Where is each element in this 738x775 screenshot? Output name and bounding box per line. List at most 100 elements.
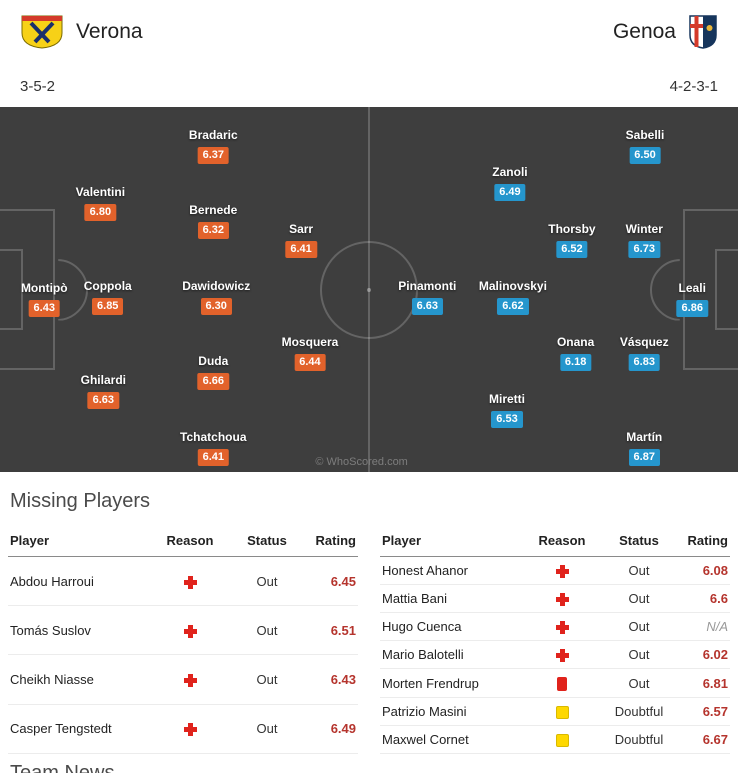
home-team[interactable]: Verona <box>20 14 143 50</box>
rating-cell: 6.02 <box>674 640 730 670</box>
status-cell: Out <box>604 612 674 642</box>
player-rating-badge: 6.18 <box>559 354 592 371</box>
player-home[interactable]: Tchatchoua 6.41 <box>180 429 247 466</box>
col-header-status: Status <box>232 525 302 557</box>
player-home[interactable]: Ghilardi 6.63 <box>81 373 126 409</box>
player-name-cell: Maxwel Cornet <box>380 725 520 754</box>
player-away[interactable]: Winter 6.73 <box>626 222 663 258</box>
player-name-cell: Cheikh Niasse <box>8 654 148 705</box>
player-name: Tchatchoua <box>180 429 247 444</box>
missing-players-tables: Player Reason Status Rating Abdou Harroui Ou… <box>8 525 730 754</box>
player-away[interactable]: Malinovskyi 6.62 <box>479 279 547 315</box>
player-name-cell: Tomás Suslov <box>8 605 148 656</box>
player-away[interactable]: Thorsby 6.52 <box>548 221 596 258</box>
rating-cell: 6.6 <box>674 584 730 614</box>
player-rating-badge: 6.43 <box>28 299 60 317</box>
player-rating-badge: 6.85 <box>92 297 124 315</box>
player-rating-badge: 6.41 <box>285 240 317 258</box>
reason-cell <box>148 556 232 607</box>
team-row: Verona Genoa <box>20 14 718 50</box>
table-row: Maxwel Cornet Doubtful 6.67 <box>380 725 730 754</box>
player-away[interactable]: Sabelli 6.50 <box>626 128 664 165</box>
player-name: Bradaric <box>188 128 238 143</box>
col-header-reason: Reason <box>148 525 232 557</box>
home-team-name: Verona <box>76 20 143 43</box>
missing-players-title: Missing Players <box>10 490 151 512</box>
player-rating-badge: 6.63 <box>411 297 444 315</box>
player-name: Leali <box>678 280 706 295</box>
status-cell: Out <box>604 584 674 614</box>
pitch: © WhoScored.com Montipò 6.43 Valentini 6.80… <box>0 107 738 472</box>
player-name: Sarr <box>289 221 314 236</box>
injury-icon <box>555 649 569 663</box>
player-name: Vásquez <box>619 335 669 349</box>
player-rating-badge: 6.62 <box>497 297 529 315</box>
next-section-title: Team News <box>10 761 115 773</box>
rating-cell: 6.57 <box>674 697 730 726</box>
player-away[interactable]: Martín 6.87 <box>626 430 662 466</box>
player-home[interactable]: Duda 6.66 <box>197 354 229 390</box>
table-row: Hugo Cuenca Out N/A <box>380 612 730 642</box>
missing-players-table-home: Player Reason Status Rating Abdou Harroui Ou… <box>8 525 358 754</box>
col-header-player: Player <box>8 525 148 557</box>
player-away[interactable]: Leali 6.86 <box>676 280 708 317</box>
genoa-logo-icon <box>688 14 718 50</box>
reason-cell <box>148 654 232 705</box>
player-rating-badge: 6.32 <box>197 221 229 239</box>
player-rating-badge: 6.37 <box>197 147 229 165</box>
player-home[interactable]: Bernede 6.32 <box>189 203 237 239</box>
player-name: Bernede <box>189 202 238 217</box>
player-home[interactable]: Mosquera 6.44 <box>282 335 338 371</box>
table-row: Mario Balotelli Out 6.02 <box>380 640 730 670</box>
player-rating-badge: 6.41 <box>197 448 229 466</box>
table-row: Abdou Harroui Out 6.45 <box>8 556 358 607</box>
rating-cell: 6.43 <box>302 654 358 705</box>
status-cell: Out <box>232 704 302 754</box>
player-name-cell: Abdou Harroui <box>8 556 148 607</box>
col-header-rating: Rating <box>674 525 730 557</box>
player-name-cell: Mario Balotelli <box>380 640 520 670</box>
player-away[interactable]: Zanoli 6.49 <box>492 165 528 201</box>
status-cell: Out <box>232 654 302 705</box>
player-away[interactable]: Vásquez 6.83 <box>620 335 669 371</box>
player-name-cell: Hugo Cuenca <box>380 612 520 642</box>
reason-cell <box>148 605 232 656</box>
player-name: Montipò <box>20 280 68 295</box>
home-formation: 3-5-2 <box>20 78 56 95</box>
injury-icon <box>555 565 569 579</box>
player-home[interactable]: Dawidowicz 6.30 <box>182 279 250 315</box>
yellow-card-icon <box>555 733 569 747</box>
rating-cell: 6.08 <box>674 556 730 586</box>
col-header-rating: Rating <box>302 525 358 557</box>
reason-cell <box>148 704 232 754</box>
pitch-six-yard-box-left <box>0 249 23 330</box>
away-team-name: Genoa <box>612 20 676 43</box>
col-header-status: Status <box>604 525 674 557</box>
next-section-heading-clipped: Team News <box>0 760 738 773</box>
rating-cell: 6.81 <box>674 668 730 698</box>
player-name: Dawidowicz <box>182 278 251 293</box>
player-rating-badge: 6.80 <box>84 203 117 221</box>
table-row: Tomás Suslov Out 6.51 <box>8 605 358 656</box>
player-rating-badge: 6.49 <box>494 183 526 201</box>
status-cell: Doubtful <box>604 725 674 754</box>
rating-cell: 6.67 <box>674 725 730 754</box>
player-name: Pinamonti <box>398 278 457 293</box>
away-team[interactable]: Genoa <box>613 14 718 50</box>
pitch-center-circle <box>320 240 418 339</box>
player-away[interactable]: Pinamonti 6.63 <box>398 279 456 315</box>
match-header: Verona Genoa 3-5-2 4-2-3-1 <box>0 0 738 107</box>
player-home[interactable]: Sarr 6.41 <box>285 221 317 258</box>
player-name: Valentini <box>75 184 126 199</box>
player-name-cell: Patrizio Masini <box>380 697 520 726</box>
player-name: Thorsby <box>548 221 596 236</box>
player-home[interactable]: Bradaric 6.37 <box>188 128 238 165</box>
player-away[interactable]: Onana 6.18 <box>557 335 594 371</box>
player-home[interactable]: Montipò 6.43 <box>21 281 68 317</box>
player-home[interactable]: Valentini 6.80 <box>76 185 125 221</box>
player-away[interactable]: Miretti 6.53 <box>489 392 525 428</box>
injury-icon <box>555 621 569 635</box>
rating-cell: N/A <box>674 612 730 642</box>
player-home[interactable]: Coppola 6.85 <box>84 279 132 315</box>
status-cell: Doubtful <box>604 697 674 726</box>
